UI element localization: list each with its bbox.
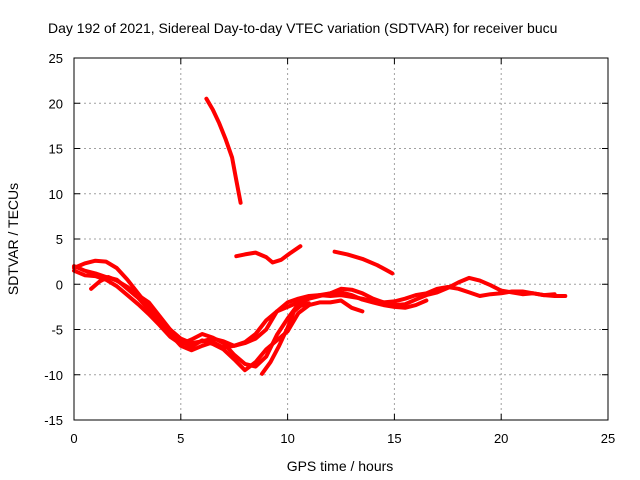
x-tick-label: 5 <box>177 431 184 446</box>
grid-layer <box>74 58 608 420</box>
x-tick-label: 20 <box>494 431 508 446</box>
series-layer <box>72 96 568 376</box>
x-axis-title: GPS time / hours <box>287 458 394 474</box>
y-tick-label: 20 <box>49 96 63 111</box>
chart-title: Day 192 of 2021, Sidereal Day-to-day VTE… <box>48 20 557 36</box>
x-tick-label: 10 <box>280 431 294 446</box>
x-tick-label: 0 <box>70 431 77 446</box>
y-tick-label: -10 <box>44 368 63 383</box>
y-tick-label: -5 <box>51 323 63 338</box>
y-tick-label: 25 <box>49 51 63 66</box>
y-tick-label: 15 <box>49 142 63 157</box>
series-track-f <box>204 96 243 205</box>
x-tick-label: 15 <box>387 431 401 446</box>
x-tick-label: 25 <box>601 431 615 446</box>
y-tick-label: 0 <box>56 277 63 292</box>
series-track-g <box>234 244 303 265</box>
y-tick-label: 10 <box>49 187 63 202</box>
series-track-e <box>260 301 311 376</box>
series-track-b <box>72 258 365 373</box>
y-axis-title: SDTVAR / TECUs <box>5 183 21 295</box>
series-track-h <box>332 249 395 276</box>
series-track-d <box>89 275 557 348</box>
y-tick-label: -15 <box>44 413 63 428</box>
y-tick-label: 5 <box>56 232 63 247</box>
tick-layer: 0 5 10 15 20 25 -15 -10 -5 0 5 10 15 20 25 <box>44 51 615 446</box>
